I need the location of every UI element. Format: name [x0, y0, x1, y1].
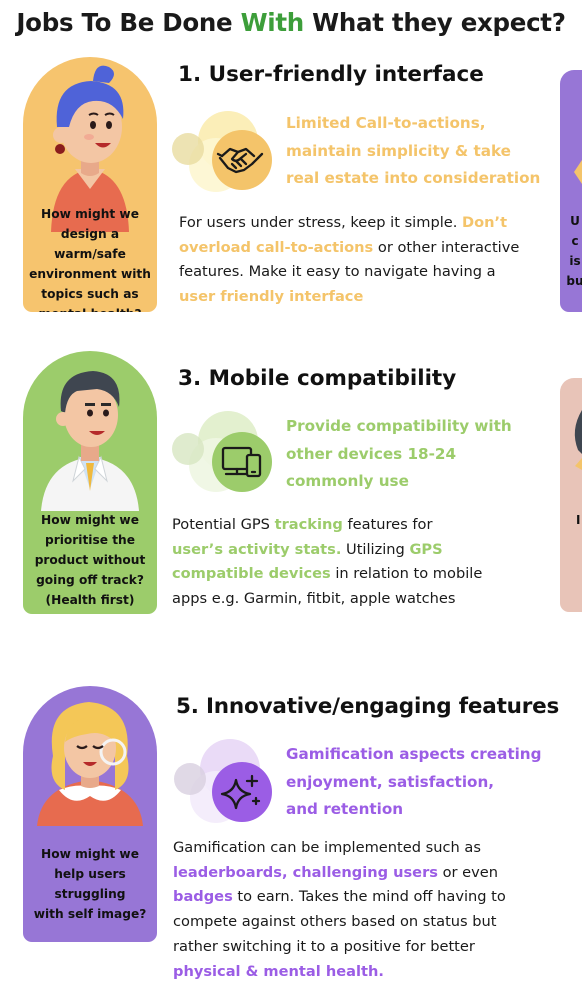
- body-span: For users under stress, keep it simple.: [179, 214, 463, 231]
- handshake-icon: [170, 105, 280, 195]
- edge-line: is: [569, 254, 581, 268]
- section-heading-3: 3. Mobile compatibility: [178, 366, 457, 391]
- title-text: Jobs To Be Done: [16, 8, 241, 37]
- body-span: in relation to mobile: [330, 565, 483, 583]
- question-line: product without: [34, 553, 146, 567]
- callout-5: Gamification aspects creating enjoyment,…: [286, 741, 542, 824]
- callout-line: other devices 18-24: [286, 444, 457, 463]
- body-highlight: compatible devices: [172, 565, 331, 583]
- callout-1: Limited Call-to-actions, maintain simpli…: [286, 110, 540, 193]
- woman-blonde-avatar-icon: [37, 702, 143, 826]
- body-text-5: Gamification can be implemented such as …: [173, 836, 506, 984]
- question-line: prioritise the: [44, 533, 135, 547]
- edge-star-icon: [574, 160, 582, 184]
- body-text-1: For users under stress, keep it simple. …: [179, 211, 519, 310]
- edge-card-purple: [560, 70, 582, 312]
- edge-hair-icon: [574, 410, 582, 470]
- question-line: struggling: [54, 887, 126, 901]
- body-span: Utilizing: [341, 540, 410, 558]
- body-text-3: Potential GPS tracking features for user…: [172, 513, 482, 612]
- page-title: Jobs To Be Done With What they expect?: [0, 8, 582, 37]
- edge-card-text: U c is bu: [560, 211, 582, 291]
- persona-card-1: How might we design a warm/safe environm…: [23, 57, 157, 312]
- devices-icon: [170, 405, 280, 495]
- edge-line: U: [570, 214, 580, 228]
- body-span: Potential GPS: [172, 516, 275, 533]
- persona-card-3: How might we prioritise the product with…: [23, 351, 157, 614]
- section-heading-5: 5. Innovative/engaging features: [176, 694, 560, 719]
- edge-line: c: [571, 234, 579, 248]
- body-span: compete against others based on status b…: [173, 913, 497, 931]
- body-highlight: overload call-to-actions: [179, 238, 374, 256]
- body-highlight: leaderboards, challenging users: [173, 863, 438, 881]
- body-highlight: tracking: [274, 516, 343, 533]
- persona-question-1: How might we design a warm/safe environm…: [23, 204, 157, 312]
- title-text-end: What they expect?: [303, 8, 566, 37]
- woman-avatar-icon: [51, 65, 129, 232]
- body-span: rather switching it to a positive for be…: [173, 937, 475, 955]
- body-highlight: user’s activity stats.: [172, 540, 342, 558]
- question-line: How might we: [41, 513, 139, 527]
- doctor-avatar-icon: [41, 371, 139, 511]
- question-line: going off track?: [36, 573, 144, 587]
- body-highlight: Don’t: [462, 214, 508, 231]
- callout-line: and retention: [286, 800, 404, 818]
- callout-3: Provide compatibility with other devices…: [286, 413, 512, 496]
- question-line: with self image?: [33, 907, 147, 921]
- body-highlight: physical & mental health.: [173, 962, 384, 980]
- persona-card-5: How might we help users struggling with …: [23, 686, 157, 942]
- persona-question-5: How might we help users struggling with …: [23, 844, 157, 924]
- callout-line: Limited Call-to-actions,: [286, 114, 486, 132]
- question-line: help users: [54, 867, 126, 881]
- callout-line: commonly use: [286, 472, 409, 490]
- body-span: to earn. Takes the mind off having to: [232, 888, 506, 906]
- question-line: (Health first): [45, 593, 135, 607]
- question-line: mental health?: [23, 304, 157, 312]
- body-span: Gamification can be implemented such as: [173, 839, 481, 856]
- callout-line: enjoyment, satisfaction,: [286, 772, 495, 791]
- edge-card-text-3: I: [576, 513, 581, 527]
- callout-line: real estate into consideration: [286, 169, 541, 187]
- title-accent: With: [240, 8, 305, 37]
- question-line: How might we: [41, 847, 139, 861]
- persona-question-3: How might we prioritise the product with…: [23, 510, 157, 610]
- section-heading-1: 1. User-friendly interface: [178, 62, 484, 87]
- body-span: features for: [342, 516, 433, 533]
- question-line: topics such as: [41, 287, 139, 301]
- body-span: apps e.g. Garmin, fitbit, apple watches: [172, 590, 456, 608]
- callout-line: Provide compatibility with: [286, 417, 512, 435]
- question-line: How might we: [41, 207, 139, 221]
- body-highlight: badges: [173, 888, 233, 906]
- question-line: environment with: [29, 267, 151, 281]
- body-highlight: GPS: [409, 540, 443, 558]
- edge-line: bu: [566, 274, 582, 288]
- body-span: or other interactive: [373, 238, 520, 256]
- body-span: features. Make it easy to navigate havin…: [179, 263, 496, 281]
- sparkles-icon: [170, 735, 280, 825]
- question-line: design a warm/safe: [54, 227, 126, 261]
- callout-line: Gamification aspects creating: [286, 745, 542, 763]
- body-span: or even: [437, 863, 499, 881]
- callout-line: maintain simplicity & take: [286, 141, 511, 160]
- body-highlight: user friendly interface: [179, 288, 364, 306]
